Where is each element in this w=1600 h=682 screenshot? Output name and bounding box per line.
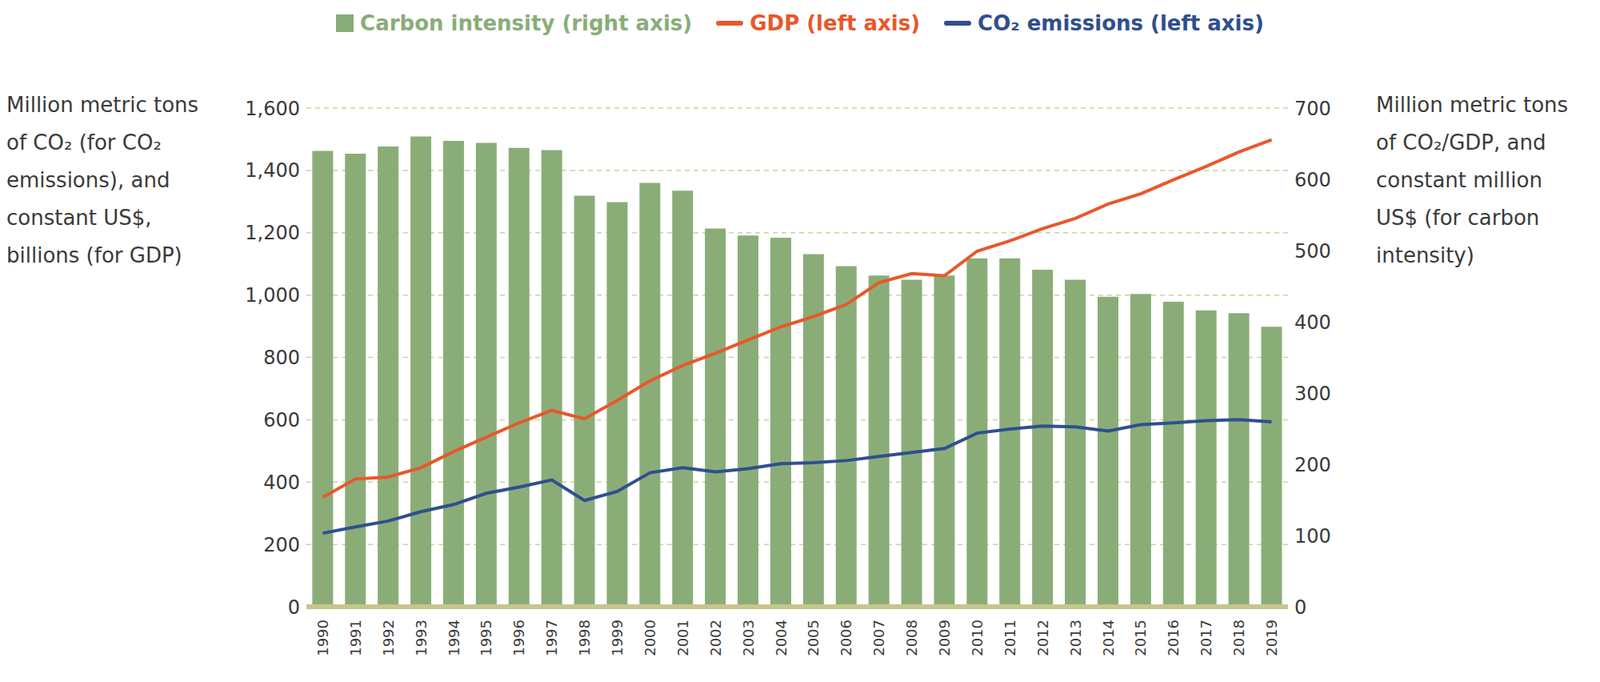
svg-text:1991: 1991 [347, 619, 364, 656]
svg-text:0: 0 [288, 596, 300, 619]
svg-text:100: 100 [1294, 524, 1332, 548]
svg-text:2010: 2010 [968, 619, 986, 656]
svg-text:2002: 2002 [707, 619, 724, 656]
html-text:Million metric tons of CO₂/GDP: Million metric tons of CO₂/GDP, and cons… [1376, 92, 1569, 268]
svg-text:2009: 2009 [936, 619, 953, 656]
svg-text:1996: 1996 [510, 619, 528, 656]
svg-text:1998: 1998 [576, 619, 593, 656]
svg-text:2015: 2015 [1132, 619, 1149, 656]
svg-text:2014: 2014 [1100, 619, 1117, 656]
svg-text:1,400: 1,400 [244, 159, 300, 182]
svg-text:2000: 2000 [641, 619, 659, 656]
svg-text:2001: 2001 [674, 619, 692, 656]
svg-text:800: 800 [263, 346, 300, 369]
svg-text:1,600: 1,600 [244, 97, 300, 120]
svg-text:2003: 2003 [740, 619, 757, 656]
svg-text:200: 200 [263, 533, 300, 556]
svg-text:600: 600 [1294, 168, 1332, 192]
svg-text:2018: 2018 [1230, 619, 1248, 656]
svg-text:2004: 2004 [772, 619, 790, 656]
svg-text:2008: 2008 [903, 619, 920, 656]
svg-text:400: 400 [1294, 311, 1332, 334]
svg-text:600: 600 [263, 408, 300, 432]
svg-text:1999: 1999 [608, 619, 626, 656]
svg-text:2017: 2017 [1197, 619, 1215, 656]
svg-text:400: 400 [263, 471, 300, 494]
svg-text:1,200: 1,200 [244, 221, 300, 244]
svg-text:1993: 1993 [412, 619, 430, 656]
svg-text:1992: 1992 [380, 619, 397, 656]
svg-text:500: 500 [1294, 240, 1332, 263]
svg-text:1997: 1997 [543, 619, 560, 656]
svg-text:1990: 1990 [314, 619, 332, 656]
svg-text:2019: 2019 [1263, 619, 1280, 656]
html-text:Million metric tons of CO₂ (fo: Million metric tons of CO₂ (for CO₂ emis… [6, 92, 199, 268]
svg-text:700: 700 [1294, 97, 1332, 120]
svg-text:2005: 2005 [804, 619, 822, 656]
svg-text:2012: 2012 [1034, 619, 1052, 656]
svg-text:1994: 1994 [445, 619, 463, 656]
html-text:CO₂ emissions (left axis): CO₂ emissions (left axis) [977, 11, 1264, 36]
svg-text:200: 200 [1294, 453, 1332, 476]
svg-text:1995: 1995 [477, 619, 495, 656]
svg-text:2011: 2011 [1001, 619, 1019, 656]
html-text:GDP (left axis): GDP (left axis) [749, 11, 920, 36]
svg-text:2013: 2013 [1067, 619, 1084, 656]
svg-text:300: 300 [1294, 382, 1332, 405]
svg-text:2016: 2016 [1164, 619, 1182, 656]
svg-text:0: 0 [1294, 596, 1307, 619]
svg-text:2006: 2006 [837, 619, 855, 656]
html-text:Carbon intensity (right axis): Carbon intensity (right axis) [360, 11, 693, 36]
svg-text:2007: 2007 [870, 619, 888, 656]
svg-text:1,000: 1,000 [244, 284, 300, 307]
